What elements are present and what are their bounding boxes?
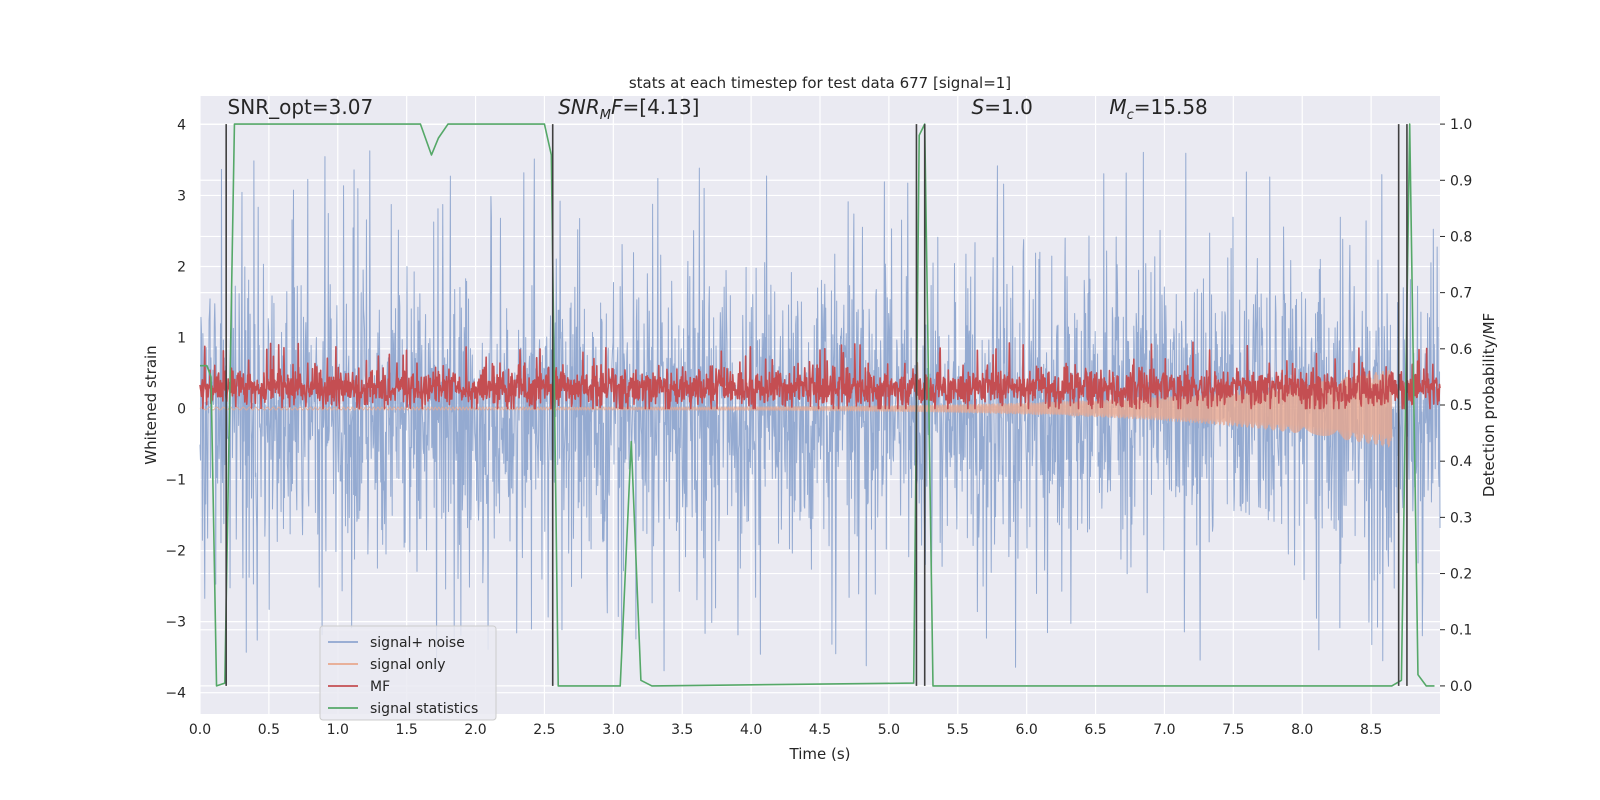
y-right-tick-label: 0.7	[1450, 286, 1472, 302]
x-tick-label: 6.0	[1016, 722, 1038, 738]
y-right-tick-label: 0.9	[1450, 173, 1472, 189]
y-left-tick-label: −4	[165, 686, 186, 702]
series-layer	[199, 123, 1441, 687]
series-mf-line	[199, 341, 1441, 410]
y-left-tick-label: 1	[177, 331, 186, 347]
annotation: SNRMF=[4.13]	[558, 95, 699, 123]
y-axis-label-left: Whitened strain	[142, 345, 160, 464]
ticks: 0.0 0.5 1.0 1.5 2.0 2.5 3.0 3.5 4.0 4.5 5.0 5.5 6.0 6…	[165, 117, 1472, 738]
x-tick-label: 4.5	[809, 722, 831, 738]
y-left-tick-label: 2	[177, 259, 186, 275]
x-tick-label: 8.5	[1360, 722, 1382, 738]
y-left-tick-label: 3	[177, 188, 186, 204]
legend-label: MF	[370, 679, 390, 695]
x-tick-label: 3.5	[671, 722, 693, 738]
x-axis-label: Time (s)	[789, 745, 851, 763]
y-left-tick-label: −1	[165, 473, 186, 489]
x-tick-label: 6.5	[1084, 722, 1106, 738]
x-tick-label: 7.0	[1153, 722, 1175, 738]
y-right-tick-label: 0.5	[1450, 398, 1472, 414]
x-tick-label: 3.0	[602, 722, 624, 738]
annotation: SNR_opt=3.07	[228, 95, 374, 119]
y-left-tick-label: −2	[165, 544, 186, 560]
y-right-tick-label: 0.1	[1450, 623, 1472, 639]
x-tick-label: 2.0	[464, 722, 486, 738]
y-right-tick-label: 0.2	[1450, 567, 1472, 583]
series-signal-statistics-line	[200, 123, 1435, 687]
vertical-lines	[225, 124, 1408, 686]
y-axis-label-right: Detection probability/MF	[1480, 313, 1498, 497]
annotation: Mc=15.58	[1109, 95, 1207, 123]
y-left-tick-label: −3	[165, 615, 186, 631]
x-tick-label: 0.5	[258, 722, 280, 738]
legend-label: signal+ noise	[370, 635, 465, 651]
x-tick-label: 5.5	[947, 722, 969, 738]
y-right-tick-label: 0.6	[1450, 342, 1472, 358]
legend-label: signal statistics	[370, 701, 478, 717]
y-right-tick-label: 0.0	[1450, 679, 1472, 695]
legend-label: signal only	[370, 657, 445, 673]
legend: signal+ noise signal only MF signal statist…	[319, 625, 497, 721]
y-right-tick-label: 0.8	[1450, 229, 1472, 245]
series-signal-only-line	[199, 369, 1393, 448]
legend-box	[319, 625, 497, 721]
y-right-tick-label: 0.3	[1450, 510, 1472, 526]
chart-title: stats at each timestep for test data 677…	[629, 74, 1011, 92]
x-tick-label: 2.5	[533, 722, 555, 738]
legend-items: signal+ noise signal only MF signal statist…	[328, 635, 478, 717]
y-left-tick-label: 0	[177, 402, 186, 418]
annotations: SNR_opt=3.07 SNRMF=[4.13] S=1.0 Mc=15.58	[228, 95, 1208, 123]
x-tick-label: 1.5	[396, 722, 418, 738]
y-right-tick-label: 0.4	[1450, 454, 1472, 470]
x-tick-label: 0.0	[189, 722, 211, 738]
x-tick-label: 4.0	[740, 722, 762, 738]
y-right-tick-label: 1.0	[1450, 117, 1472, 133]
annotation: S=1.0	[972, 95, 1033, 119]
y-left-tick-label: 4	[177, 117, 186, 133]
x-tick-label: 5.0	[878, 722, 900, 738]
x-tick-label: 1.0	[327, 722, 349, 738]
x-tick-label: 7.5	[1222, 722, 1244, 738]
x-tick-label: 8.0	[1291, 722, 1313, 738]
